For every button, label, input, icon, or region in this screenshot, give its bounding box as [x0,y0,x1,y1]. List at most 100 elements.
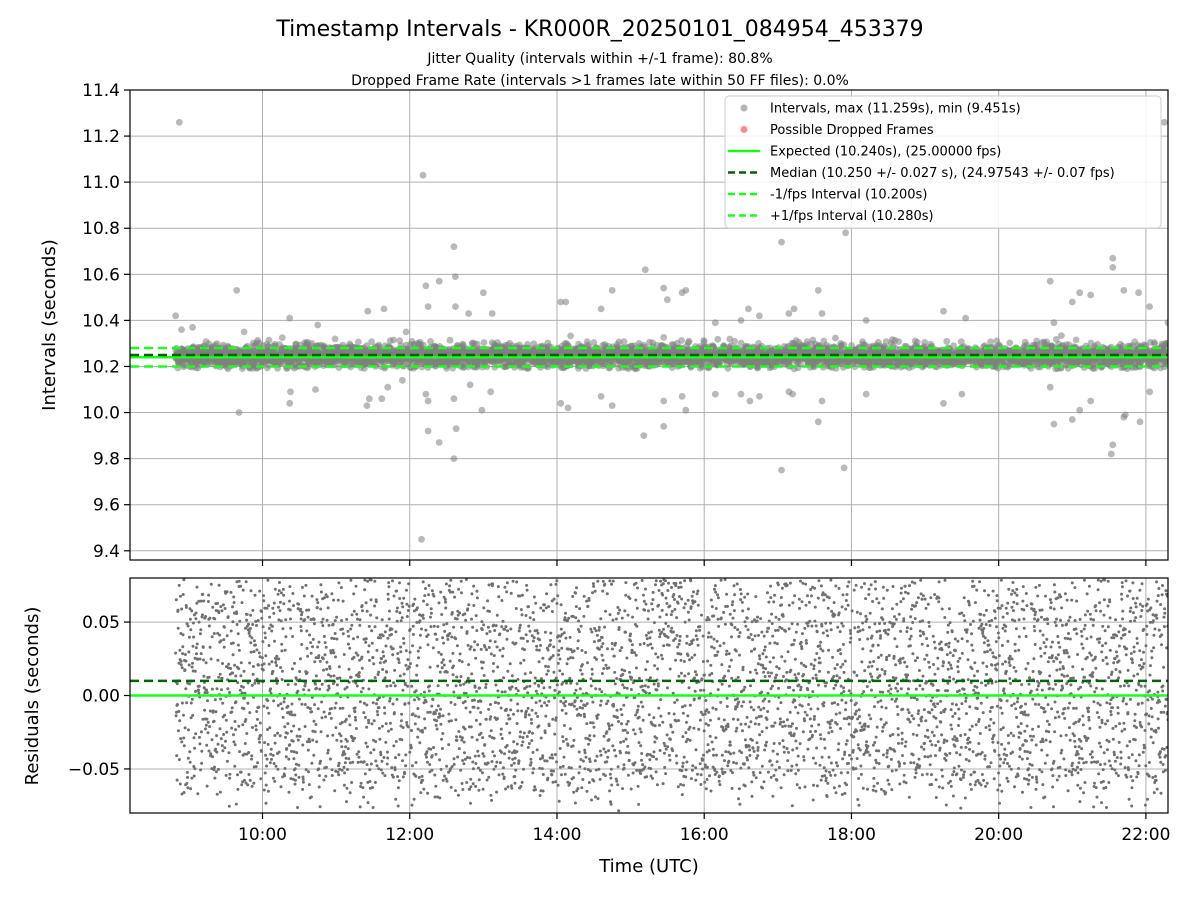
interval-outlier-point [1076,406,1084,414]
interval-outlier-point [1068,416,1076,423]
interval-point [278,334,286,341]
legend-label: +1/fps Interval (10.280s) [770,209,934,224]
interval-outlier-point [564,404,572,412]
interval-outlier-point [962,314,969,322]
residual-point [181,645,185,649]
interval-point [678,337,685,344]
interval-point [590,339,598,346]
interval-outlier-point [790,305,798,313]
residual-point [186,624,190,628]
residual-point [175,778,179,782]
interval-outlier-point [419,171,427,179]
intervals-y-tick-label: 9.4 [93,542,120,562]
interval-outlier-point [1046,383,1054,391]
interval-point [921,339,929,346]
residual-point [188,617,192,621]
residual-point [193,669,197,673]
interval-outlier-point [660,397,668,405]
interval-outlier-point [814,287,822,294]
interval-outlier-point [940,307,947,315]
interval-outlier-point [478,406,486,414]
interval-outlier-point [424,303,432,310]
intervals-y-tick-label: 10.0 [82,404,120,424]
residual-point [175,682,179,686]
interval-outlier-point [422,390,430,398]
interval-outlier-point [418,535,425,543]
interval-outlier-point [424,397,432,405]
residual-point [177,583,181,587]
legend-label: Median (10.250 +/- 0.027 s), (24.97543 +… [770,166,1115,181]
interval-point [957,338,965,345]
interval-outlier-point [1087,397,1095,405]
interval-outlier-point [1076,289,1084,297]
residual-point [178,648,182,652]
interval-outlier-point [364,307,372,315]
interval-point [660,334,668,341]
interval-outlier-point [640,432,648,439]
interval-outlier-point [597,305,605,313]
interval-outlier-point [286,314,294,322]
intervals-y-tick-label: 10.4 [82,311,120,331]
residual-point [187,663,191,667]
residual-point [178,782,182,786]
residual-point [190,776,194,780]
residual-point [185,782,189,785]
interval-outlier-point [287,388,294,396]
interval-outlier-point [1107,450,1115,458]
interval-outlier-point [660,284,668,292]
interval-point [1072,336,1080,344]
residual-point [190,697,194,701]
interval-point [913,338,921,346]
interval-outlier-point [1146,303,1153,310]
interval-outlier-point [756,312,763,320]
interval-outlier-point [597,393,605,400]
residual-point [178,719,182,723]
interval-point [895,338,903,345]
interval-outlier-point [1109,441,1117,449]
interval-point [615,338,623,346]
interval-outlier-point [745,305,752,313]
residual-point [187,650,191,654]
residual-point [191,661,194,665]
residual-point [184,605,188,609]
residual-point [183,668,187,672]
interval-outlier-point [1068,298,1076,306]
legend: Intervals, max (11.259s), min (9.451s)Po… [724,95,1162,229]
interval-point [1058,332,1065,339]
interval-outlier-point [450,455,458,462]
intervals-y-tick-label: 11.4 [82,81,120,101]
interval-point [620,338,628,346]
interval-outlier-point [286,399,294,407]
legend-marker [740,104,748,112]
residual-point [186,775,189,779]
interval-point [368,338,375,346]
interval-point [420,341,427,349]
interval-outlier-point [746,397,754,405]
residual-point [194,732,198,736]
residual-point [192,774,196,778]
residual-point [186,786,190,790]
residual-point [177,758,181,762]
interval-point [427,338,434,345]
residual-point [180,740,184,744]
residual-point [195,652,198,656]
interval-point [731,337,738,345]
interval-outlier-point [1120,287,1128,294]
intervals-y-tick-label: 11.0 [82,173,120,193]
interval-outlier-point [435,277,443,285]
interval-point [354,338,362,346]
interval-outlier-point [465,310,472,317]
interval-outlier-point [862,317,870,324]
interval-point [585,343,593,350]
interval-outlier-point [452,273,459,280]
interval-outlier-point [1050,420,1058,428]
interval-outlier-point [1109,254,1117,262]
interval-outlier-point [737,317,745,324]
residual-point [194,611,198,615]
interval-outlier-point [1109,264,1117,271]
residual-point [184,659,188,663]
interval-point [832,334,839,342]
residual-point [182,578,186,582]
interval-point [851,363,859,371]
